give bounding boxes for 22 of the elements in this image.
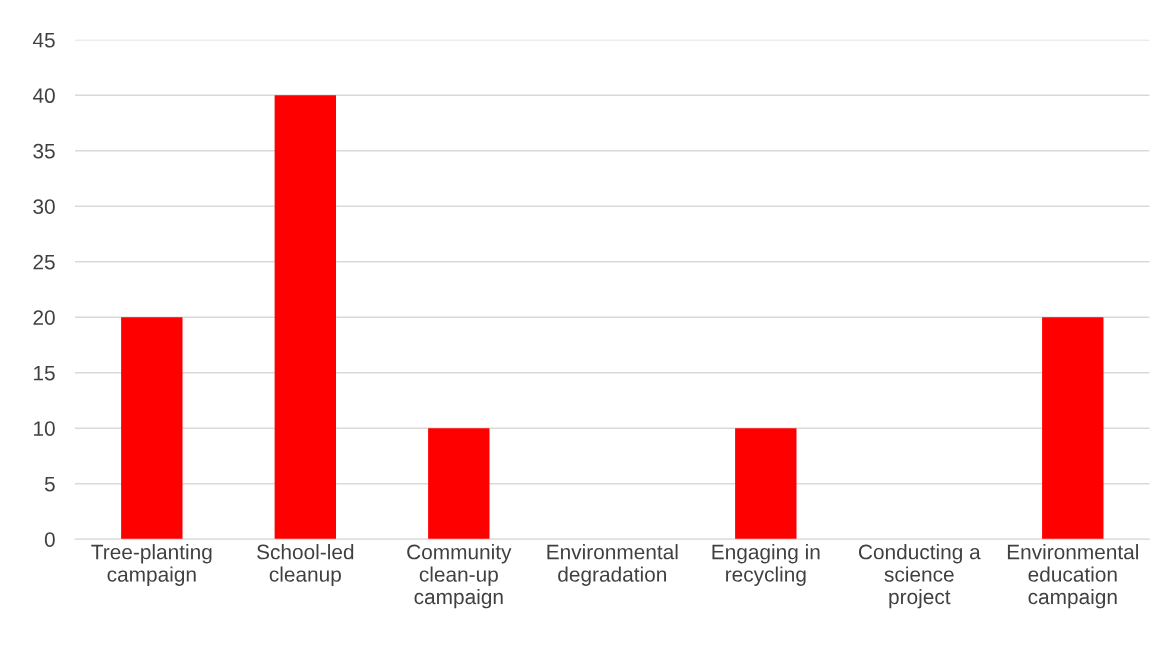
y-tick-label: 30 (33, 199, 55, 214)
x-tick-label: Engaging in recycling (712, 544, 820, 586)
y-tick-label: 45 (32, 32, 55, 48)
y-tick-label: 20 (33, 310, 55, 325)
y-tick-label: 15 (34, 365, 55, 381)
x-tick-label: Environmental degradation (547, 544, 678, 586)
x-tick-label: Community clean-up campaign (407, 544, 512, 609)
bar (274, 95, 337, 540)
y-tick-label: 5 (44, 476, 55, 492)
x-tick-label: Conducting a science project (858, 544, 981, 609)
x-tick-label: Environmental education campaign (1007, 544, 1138, 609)
y-tick-label: 35 (33, 143, 55, 159)
bar (428, 428, 490, 540)
y-tick-label: 10 (34, 421, 55, 436)
x-tick-label: Tree-planting campaign (91, 544, 212, 586)
bar (121, 317, 183, 540)
bar (735, 428, 797, 540)
y-tick-label: 0 (44, 532, 55, 547)
x-tick-label: School-led cleanup (257, 544, 354, 586)
y-tick-label: 40 (32, 88, 55, 104)
bar (1042, 317, 1104, 540)
y-tick-label: 25 (33, 254, 55, 270)
